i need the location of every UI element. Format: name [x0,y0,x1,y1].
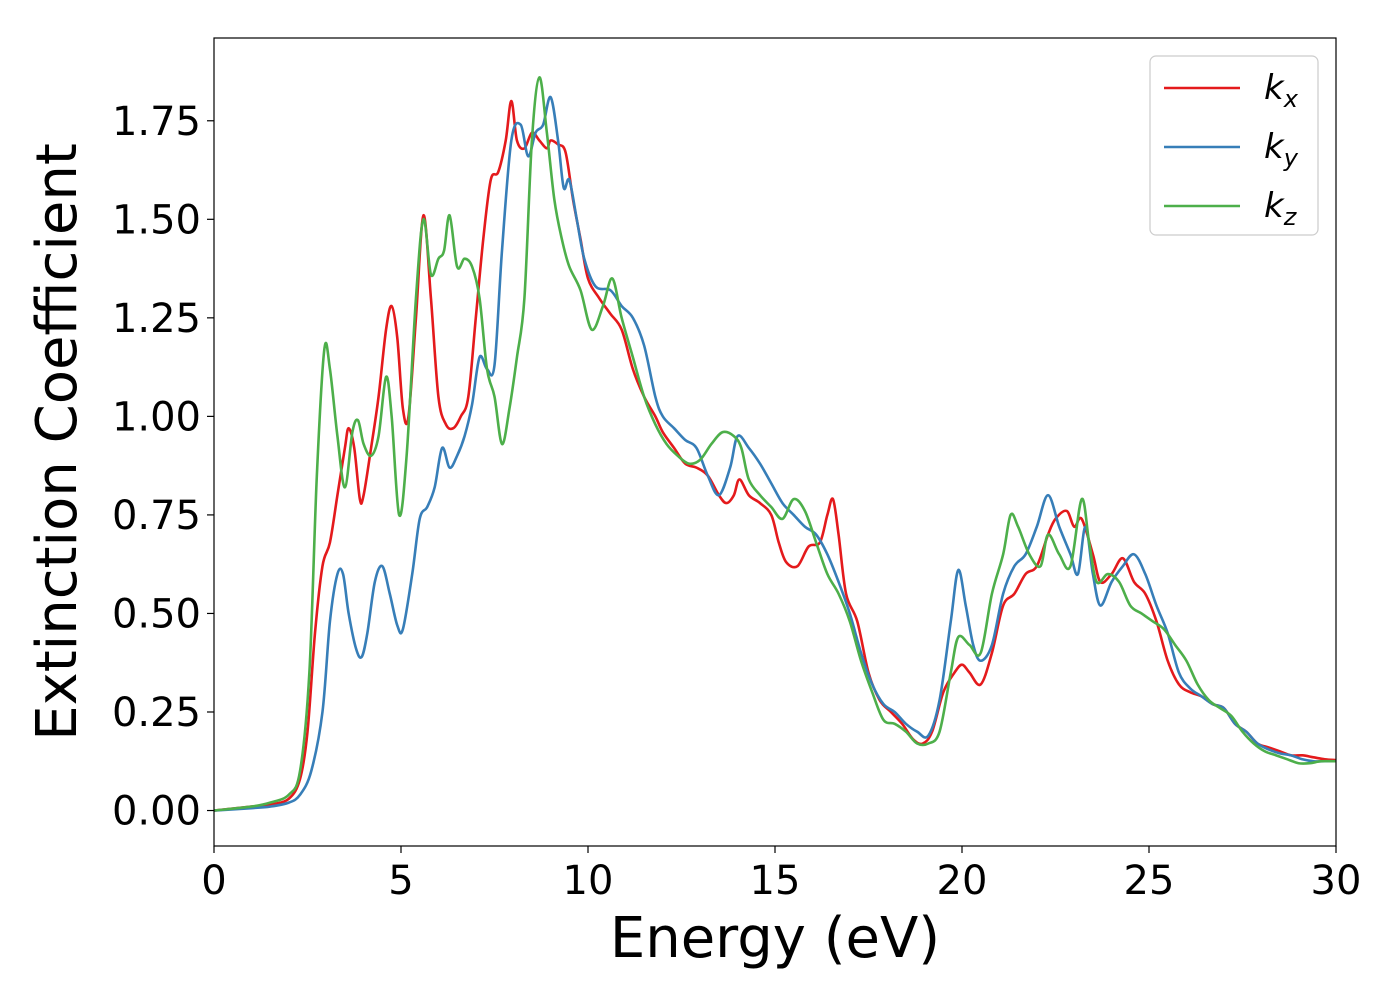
series-line-k-y [213,95,1336,812]
legend-box [1149,55,1319,236]
x-tick-label: 5 [388,858,413,904]
y-axis-label: Extinction Coefficient [25,143,90,741]
series-line-k-z [213,76,1337,812]
x-tick-label: 30 [1311,858,1362,904]
y-tick-label: 0.00 [112,789,201,835]
x-tick-label: 15 [750,858,801,904]
plot-lines [213,76,1337,812]
y-tick-label: 1.50 [112,197,201,243]
y-tick-label: 1.25 [112,296,201,342]
y-tick-label: 1.00 [112,394,201,440]
x-tick-label: 20 [937,858,988,904]
y-tick-label: 1.75 [112,99,201,145]
y-tick-label: 0.50 [112,591,201,637]
x-tick-label: 10 [563,858,614,904]
y-tick-label: 0.75 [112,493,201,539]
y-tick-label: 0.25 [112,690,201,736]
x-axis-label: Energy (eV) [610,906,940,971]
y-axis-ticks: 0.00 0.25 0.50 0.75 1.00 1.25 1.50 1.75 [112,99,214,835]
x-tick-label: 0 [201,858,226,904]
x-tick-label: 25 [1124,858,1175,904]
x-axis-ticks: 0 5 10 15 20 25 30 [201,846,1361,904]
